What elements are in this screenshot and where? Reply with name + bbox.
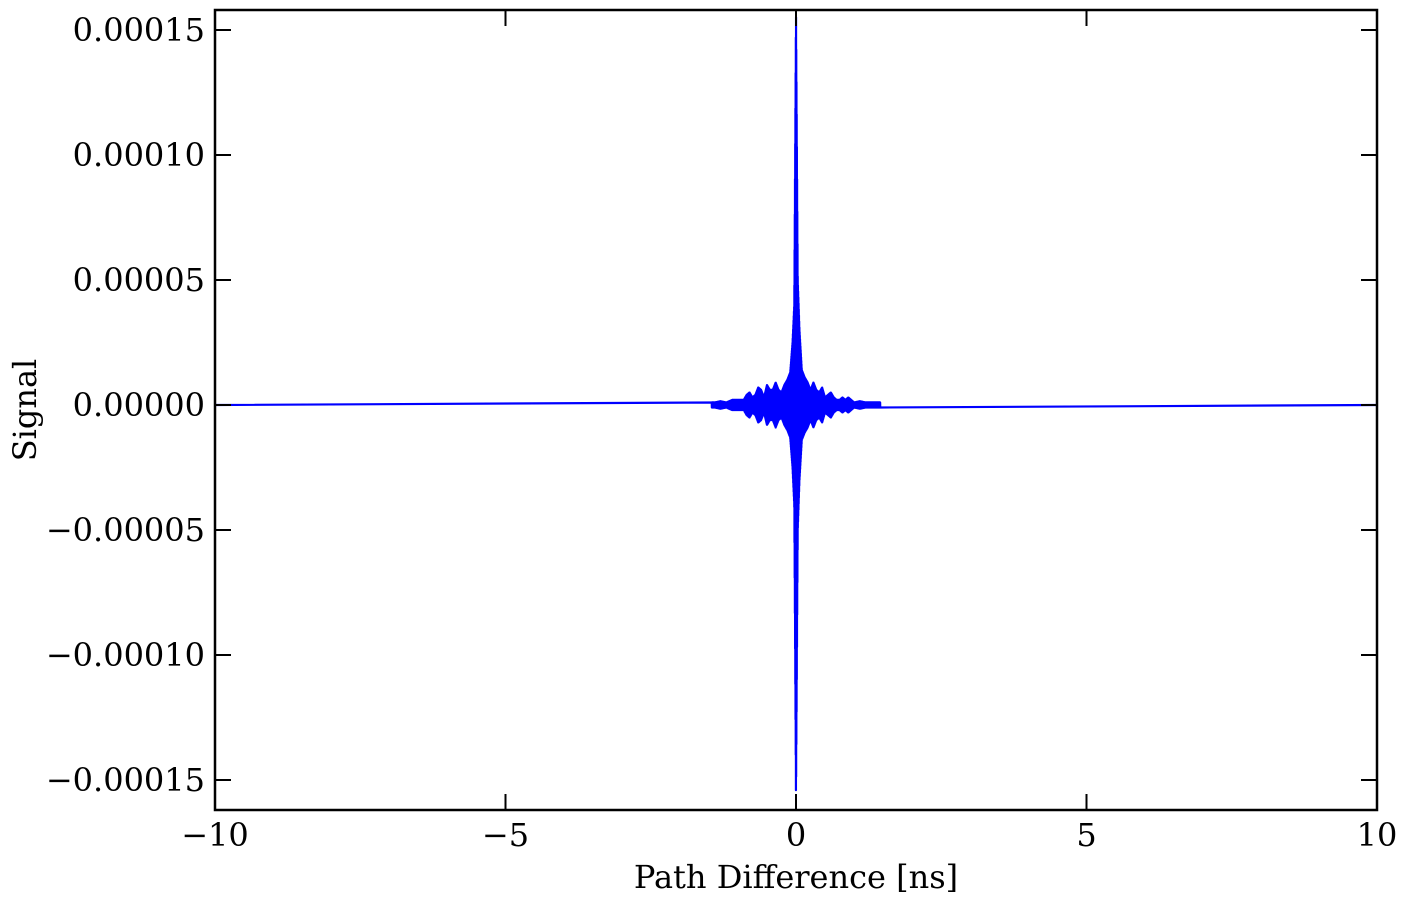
y-tick-label: −0.00005 <box>46 511 205 549</box>
y-tick-label: 0.00010 <box>73 136 205 174</box>
x-tick-label: 0 <box>786 816 806 854</box>
x-tick-label: −10 <box>181 816 249 854</box>
x-tick-label: 10 <box>1357 816 1398 854</box>
y-tick-label: 0.00015 <box>73 11 205 49</box>
x-tick-label: 5 <box>1076 816 1096 854</box>
y-axis-label: Signal <box>6 359 44 462</box>
y-tick-label: −0.00010 <box>46 636 205 674</box>
x-tick-label: −5 <box>482 816 529 854</box>
y-tick-label: −0.00015 <box>46 761 205 799</box>
y-tick-label: 0.00005 <box>73 261 205 299</box>
signal-series-line <box>214 16 1378 792</box>
x-axis-label: Path Difference [ns] <box>634 858 958 896</box>
y-tick-label: 0.00000 <box>73 386 205 424</box>
